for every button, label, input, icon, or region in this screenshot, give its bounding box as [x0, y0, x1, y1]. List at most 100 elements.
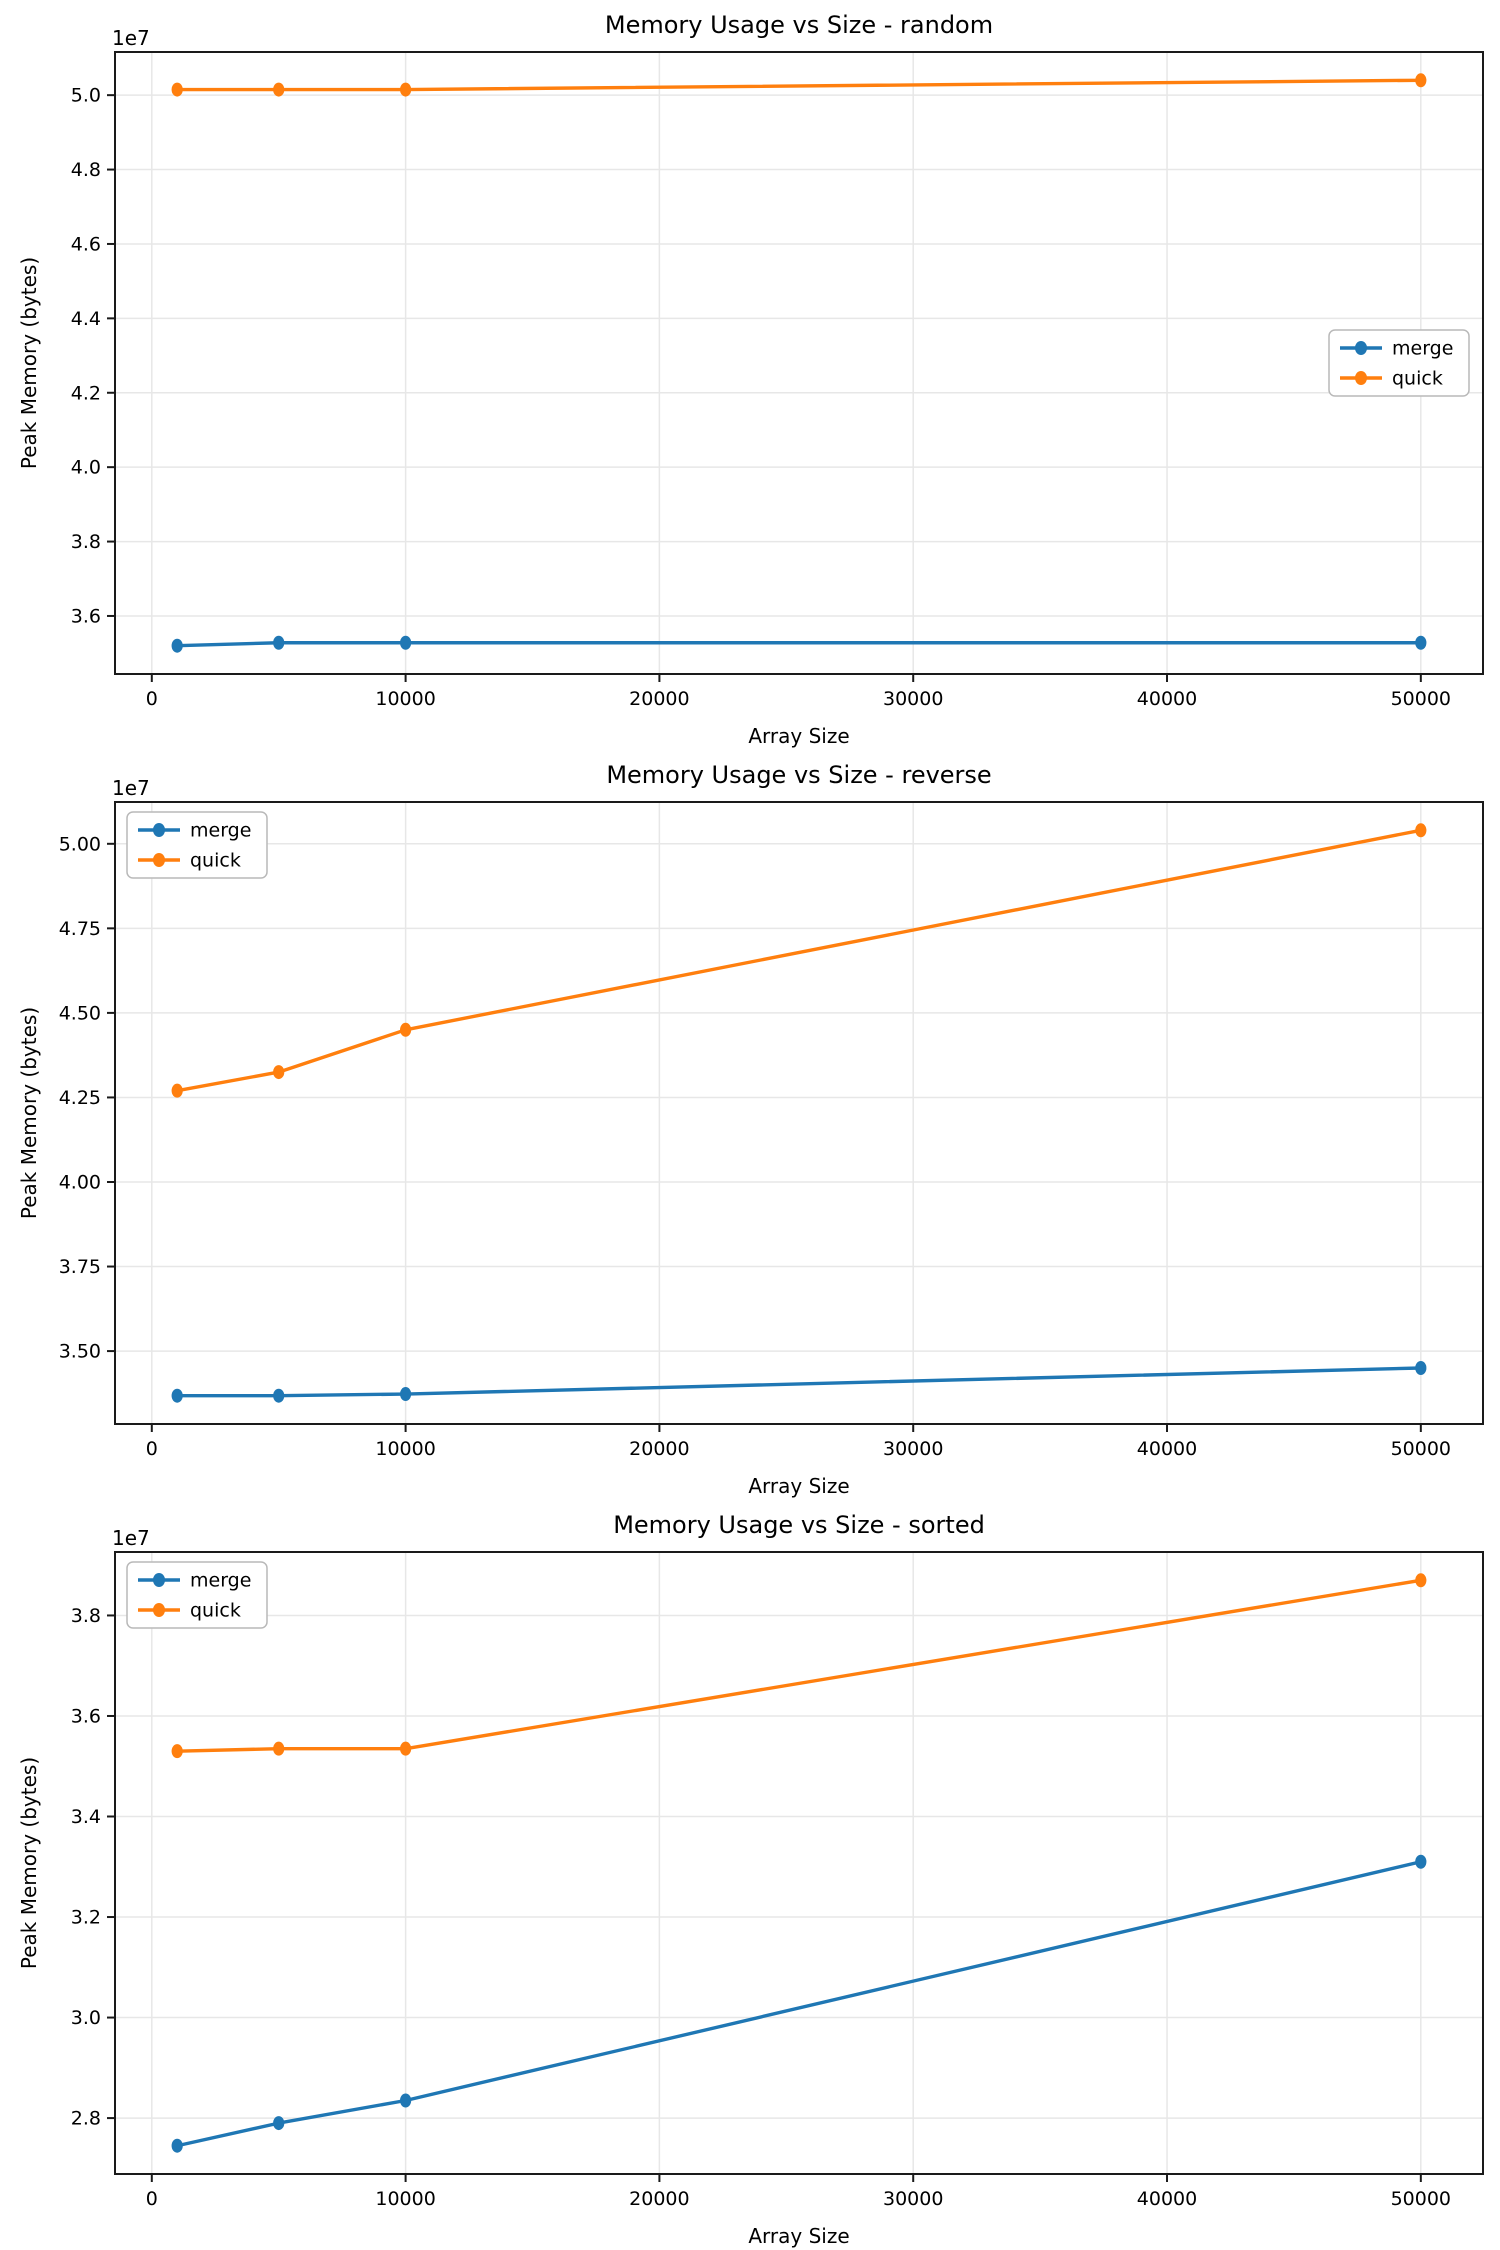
data-point-quick: [400, 82, 412, 97]
plot-area-random: 0 10000 20000 30000 40000 50000 3.6 3.8 4.0 4.2 4.…: [71, 51, 1484, 710]
legend-marker: [153, 823, 165, 837]
data-point-merge: [171, 638, 183, 653]
data-point-quick: [1415, 73, 1427, 88]
legend-label: quick: [190, 850, 241, 872]
data-point-quick: [171, 82, 183, 97]
series-merge: [171, 635, 1427, 653]
data-point-quick: [400, 1022, 412, 1037]
plot-border: [114, 1551, 1484, 2175]
legend-entry-merge: merge: [138, 1570, 251, 1592]
data-point-merge: [273, 1388, 285, 1403]
chart-title: Memory Usage vs Size - sorted: [613, 1511, 985, 1539]
data-point-merge: [400, 635, 412, 650]
chart-random: 0 10000 20000 30000 40000 50000 3.6 3.8 4.0 4.2 4.…: [0, 0, 1500, 750]
x-tick-label: 20000: [629, 1438, 689, 1460]
y-axis-ticks: 3.50 3.75 4.00 4.25 4.50 4.75 5.00: [59, 833, 115, 1363]
legend-marker: [1355, 371, 1367, 385]
grid: [115, 1552, 1483, 2174]
data-point-merge: [273, 635, 285, 650]
x-tick-label: 50000: [1391, 1438, 1451, 1460]
x-tick-label: 50000: [1391, 2188, 1451, 2210]
y-tick-label: 2.8: [71, 2108, 101, 2130]
x-tick-label: 0: [146, 1438, 158, 1460]
y-tick-label: 3.75: [59, 1256, 101, 1278]
y-tick-label: 3.8: [71, 531, 101, 553]
x-tick-label: 30000: [883, 2188, 943, 2210]
legend-label: merge: [190, 1570, 251, 1592]
legend-label: quick: [190, 1600, 241, 1622]
data-point-merge: [1415, 635, 1427, 650]
x-tick-label: 40000: [1137, 688, 1197, 710]
y-axis-offset-label: 1e7: [112, 776, 150, 800]
y-tick-label: 3.6: [71, 605, 101, 627]
chart-reverse: 0 10000 20000 30000 40000 50000 3.50 3.75 4.00 4.…: [0, 750, 1500, 1500]
legend-entry-merge: merge: [138, 820, 251, 842]
plot-border: [114, 801, 1484, 1425]
legend-label: merge: [190, 820, 251, 842]
data-point-merge: [171, 1388, 183, 1403]
legend-marker: [153, 1603, 165, 1617]
y-tick-label: 4.50: [59, 1002, 101, 1024]
legend-entry-merge: merge: [1340, 338, 1453, 360]
y-tick-label: 4.00: [59, 1171, 101, 1193]
y-axis-offset-label: 1e7: [112, 26, 150, 50]
series-quick: [171, 1573, 1427, 1759]
data-point-quick: [400, 1741, 412, 1756]
y-tick-label: 5.00: [59, 833, 101, 855]
x-tick-label: 30000: [883, 688, 943, 710]
x-axis-ticks: 0 10000 20000 30000 40000 50000: [146, 2174, 1451, 2210]
data-point-quick: [273, 1741, 285, 1756]
plot-area-reverse: 0 10000 20000 30000 40000 50000 3.50 3.75 4.00 4.…: [59, 801, 1484, 1460]
x-axis-label: Array Size: [748, 2224, 850, 2248]
plot-border: [114, 51, 1484, 675]
grid: [115, 802, 1483, 1424]
y-axis-label: Peak Memory (bytes): [17, 1756, 41, 1970]
series-merge: [171, 1854, 1427, 2153]
legend-marker: [153, 853, 165, 867]
y-axis-offset-label: 1e7: [112, 1526, 150, 1550]
y-tick-label: 3.50: [59, 1341, 101, 1363]
data-point-quick: [1415, 1573, 1427, 1588]
x-axis-ticks: 0 10000 20000 30000 40000 50000: [146, 674, 1451, 710]
y-axis-ticks: 2.8 3.0 3.2 3.4 3.6 3.8: [71, 1605, 115, 2130]
y-axis-label-wrap: Peak Memory (bytes): [8, 1552, 50, 2174]
y-tick-label: 4.8: [71, 159, 101, 181]
data-point-merge: [400, 1387, 412, 1402]
legend-entry-quick: quick: [138, 850, 241, 872]
y-axis-label: Peak Memory (bytes): [17, 256, 41, 470]
y-axis-label-wrap: Peak Memory (bytes): [8, 52, 50, 674]
data-point-quick: [273, 1065, 285, 1080]
y-tick-label: 4.4: [71, 308, 101, 330]
x-tick-label: 50000: [1391, 688, 1451, 710]
x-tick-label: 10000: [375, 688, 435, 710]
legend-marker: [153, 1573, 165, 1587]
x-tick-label: 0: [146, 688, 158, 710]
y-axis-ticks: 3.6 3.8 4.0 4.2 4.4 4.6 4.8 5.0: [71, 85, 115, 627]
legend-label: merge: [1392, 338, 1453, 360]
plot-area-sorted: 0 10000 20000 30000 40000 50000 2.8 3.0 3.2 3.4 3.…: [71, 1551, 1484, 2210]
legend-entry-quick: quick: [138, 1600, 241, 1622]
data-point-quick: [1415, 823, 1427, 838]
legend: merge quick: [126, 1561, 268, 1629]
y-tick-label: 3.4: [71, 1806, 101, 1828]
x-tick-label: 30000: [883, 1438, 943, 1460]
x-tick-label: 20000: [629, 2188, 689, 2210]
x-tick-label: 10000: [375, 1438, 435, 1460]
legend-marker: [1355, 341, 1367, 355]
data-point-quick: [171, 1083, 183, 1098]
y-tick-label: 4.75: [59, 918, 101, 940]
legend: merge quick: [1328, 329, 1470, 397]
y-tick-label: 4.25: [59, 1087, 101, 1109]
legend-entry-quick: quick: [1340, 368, 1443, 390]
series-merge: [171, 1360, 1427, 1403]
y-tick-label: 4.6: [71, 233, 101, 255]
chart-title: Memory Usage vs Size - random: [604, 11, 994, 39]
y-tick-label: 5.0: [71, 85, 101, 107]
x-axis-ticks: 0 10000 20000 30000 40000 50000: [146, 1424, 1451, 1460]
legend-label: quick: [1392, 368, 1443, 390]
grid: [115, 52, 1483, 674]
data-point-merge: [400, 2093, 412, 2108]
y-axis-label: Peak Memory (bytes): [17, 1006, 41, 1220]
x-tick-label: 40000: [1137, 1438, 1197, 1460]
